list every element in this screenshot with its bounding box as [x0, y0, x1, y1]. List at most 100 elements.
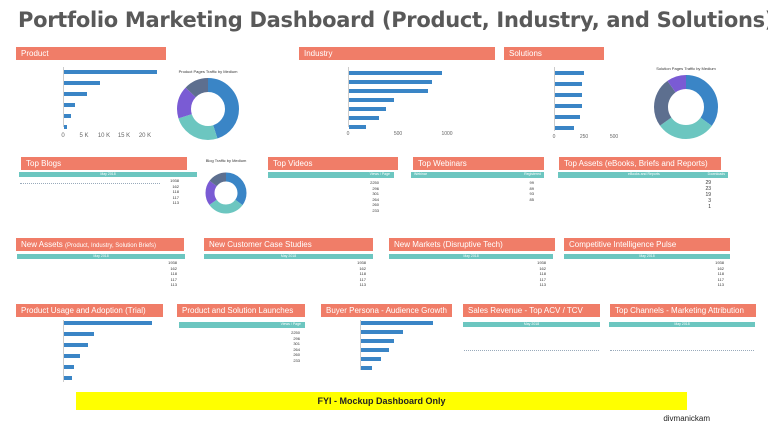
usage-bar — [64, 343, 88, 347]
industry-tick-1: 500 — [393, 131, 403, 137]
launches-value: 296 — [293, 335, 300, 341]
solutions-axis — [554, 67, 555, 131]
product-tick-0: 0 — [61, 133, 65, 139]
usage-bar — [64, 321, 152, 325]
markets-value: 162 — [539, 265, 546, 271]
product-header[interactable]: Product — [16, 47, 166, 60]
industry-axis — [348, 67, 349, 127]
industry-header[interactable]: Industry — [299, 47, 495, 60]
usage-bar — [64, 332, 94, 336]
page-title: Portfolio Marketing Dashboard (Product, … — [18, 8, 768, 32]
videos-value: 296 — [372, 185, 379, 191]
author-credit: divmanickam — [663, 414, 710, 423]
sales-table-header: May 2018 — [463, 322, 600, 327]
case-value: 1938 — [357, 260, 366, 265]
usage-bar — [64, 376, 72, 380]
videos-value: 301 — [372, 191, 379, 196]
launches-values: 2250 296 301 264 260 233 — [286, 330, 300, 363]
assets-value: 23 — [705, 186, 711, 192]
blog-donut-slice — [205, 172, 247, 214]
new-assets-header[interactable]: New Assets (Product, Industry, Solution … — [16, 238, 184, 251]
industry-bar — [349, 116, 380, 120]
new-assets-value: 1938 — [168, 260, 177, 265]
industry-bar — [349, 71, 443, 75]
webinars-header-right: Registered — [524, 172, 541, 176]
product-donut-slice — [177, 78, 239, 140]
competitive-value: 118 — [717, 271, 724, 276]
persona-bar — [361, 348, 389, 352]
videos-value: 233 — [372, 207, 379, 213]
top-assets-header[interactable]: Top Assets (eBooks, Briefs and Reports) — [559, 157, 721, 170]
new-assets-value: 117 — [170, 276, 177, 282]
launches-table-header: Views / Page — [179, 322, 305, 328]
persona-bar — [361, 339, 394, 343]
blog-donut-slice — [205, 172, 247, 214]
markets-table-header: May 2018 — [389, 254, 553, 259]
persona-bar — [361, 321, 433, 325]
industry-bar — [349, 80, 432, 84]
usage-axis — [63, 320, 64, 382]
product-bar — [64, 125, 67, 129]
product-donut-title: Product Pages Traffic by Medium — [178, 69, 238, 74]
new-assets-label: New Assets — [21, 240, 63, 249]
product-donut-slice — [177, 78, 239, 140]
product-tick-2: 10 K — [97, 133, 111, 139]
webinars-value: 93 — [529, 191, 534, 196]
competitive-values: 1938 162 118 117 113 — [710, 260, 724, 288]
industry-bar — [349, 125, 366, 129]
markets-value: 117 — [539, 276, 546, 282]
persona-bar — [361, 366, 372, 370]
launches-value: 260 — [293, 352, 300, 357]
solutions-bar — [555, 93, 582, 97]
competitive-intel-header[interactable]: Competitive Intelligence Pulse — [564, 238, 730, 251]
markets-value: 1938 — [537, 260, 546, 265]
assets-table-header: eBooks and Reports Downloads — [558, 172, 728, 178]
launches-value: 264 — [293, 346, 300, 352]
case-studies-header[interactable]: New Customer Case Studies — [204, 238, 373, 251]
videos-values: 2250 296 301 264 260 233 — [365, 180, 379, 213]
product-bar — [64, 103, 76, 107]
sales-revenue-header[interactable]: Sales Revenue - Top ACV / TCV — [463, 304, 600, 317]
assets-value: 29 — [705, 180, 711, 186]
blog-donut-title: Blog Traffic by Medium — [205, 158, 247, 163]
blogs-row-line — [20, 183, 160, 184]
blogs-value: 113 — [172, 200, 179, 205]
solution-donut — [654, 75, 718, 139]
solutions-header[interactable]: Solutions — [504, 47, 604, 60]
top-videos-header[interactable]: Top Videos — [268, 157, 398, 170]
top-webinars-header[interactable]: Top Webinars — [413, 157, 544, 170]
buyer-persona-header[interactable]: Buyer Persona - Audience Growth — [321, 304, 452, 317]
solution-donut-slice — [654, 75, 718, 139]
top-channels-header[interactable]: Top Channels - Marketing Attribution — [610, 304, 756, 317]
usage-bar — [64, 365, 74, 369]
new-assets-table-header: May 2018 — [17, 254, 185, 259]
new-assets-sub: (Product, Industry, Solution Briefs) — [65, 243, 156, 249]
solutions-bar — [555, 82, 582, 86]
product-tick-4: 20 K — [138, 133, 152, 139]
industry-bar — [349, 89, 428, 93]
webinars-value: 85 — [529, 196, 534, 202]
competitive-value: 162 — [717, 265, 724, 271]
channels-row-line — [610, 350, 754, 351]
assets-value: 3 — [708, 198, 711, 204]
webinars-table-header: Webinar Registered — [411, 172, 544, 178]
markets-value: 113 — [539, 282, 546, 287]
case-value: 113 — [359, 282, 366, 287]
competitive-value: 113 — [717, 282, 724, 287]
blogs-table-header: May 2018 — [19, 172, 197, 177]
product-tick-1: 5 K — [79, 133, 89, 139]
product-donut-slice — [177, 78, 239, 140]
new-assets-value: 118 — [170, 271, 177, 276]
industry-tick-0: 0 — [346, 131, 350, 137]
competitive-table-header: May 2018 — [564, 254, 730, 259]
webinars-value: 89 — [529, 185, 534, 191]
product-usage-header[interactable]: Product Usage and Adoption (Trial) — [16, 304, 163, 317]
markets-values: 1938 162 118 117 113 — [532, 260, 546, 288]
solution-launches-header[interactable]: Product and Solution Launches — [177, 304, 305, 317]
persona-bar — [361, 357, 381, 361]
new-markets-header[interactable]: New Markets (Disruptive Tech) — [389, 238, 555, 251]
top-blogs-header[interactable]: Top Blogs — [21, 157, 187, 170]
solutions-tick-1: 250 — [579, 134, 589, 140]
webinars-value: 99 — [529, 180, 534, 185]
new-assets-values: 1938 162 118 117 113 — [163, 260, 177, 288]
